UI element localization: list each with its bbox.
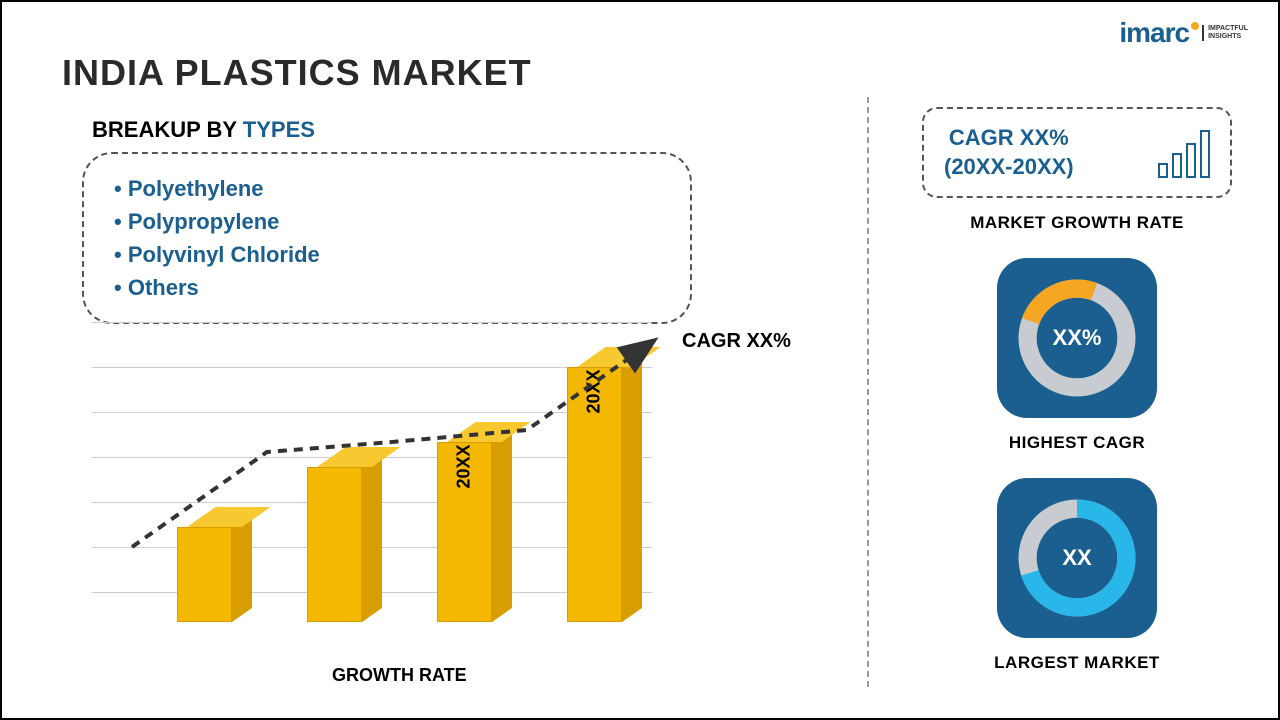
bar-chart-icon bbox=[1158, 128, 1210, 178]
types-list-box: Polyethylene Polypropylene Polyvinyl Chl… bbox=[82, 152, 692, 324]
type-item: Polypropylene bbox=[114, 205, 660, 238]
logo-tagline: IMPACTFULINSIGHTS bbox=[1202, 25, 1248, 40]
type-item: Polyvinyl Chloride bbox=[114, 238, 660, 271]
brand-logo: imarc IMPACTFULINSIGHTS bbox=[1119, 17, 1248, 49]
breakup-heading: BREAKUP BY TYPES bbox=[92, 117, 315, 143]
chart-cagr-label: CAGR XX% bbox=[682, 330, 791, 353]
page-title: INDIA PLASTICS MARKET bbox=[62, 52, 532, 94]
largest-market-value: XX bbox=[1062, 545, 1091, 571]
cagr-summary-box: CAGR XX%(20XX-20XX) bbox=[922, 107, 1232, 198]
growth-chart: 20XX20XX bbox=[92, 332, 742, 662]
highest-cagr-value: XX% bbox=[1053, 325, 1102, 351]
right-panel: CAGR XX%(20XX-20XX) MARKET GROWTH RATE X… bbox=[922, 107, 1232, 673]
largest-market-card: XX bbox=[997, 478, 1157, 638]
chart-axis-label: GROWTH RATE bbox=[332, 665, 467, 686]
vertical-divider bbox=[867, 97, 869, 687]
highest-cagr-label: HIGHEST CAGR bbox=[922, 433, 1232, 453]
type-item: Polyethylene bbox=[114, 172, 660, 205]
type-item: Others bbox=[114, 271, 660, 304]
cagr-text: CAGR XX%(20XX-20XX) bbox=[944, 124, 1074, 181]
largest-market-label: LARGEST MARKET bbox=[922, 653, 1232, 673]
market-growth-label: MARKET GROWTH RATE bbox=[922, 213, 1232, 233]
highest-cagr-card: XX% bbox=[997, 258, 1157, 418]
logo-text: imarc bbox=[1119, 17, 1197, 49]
